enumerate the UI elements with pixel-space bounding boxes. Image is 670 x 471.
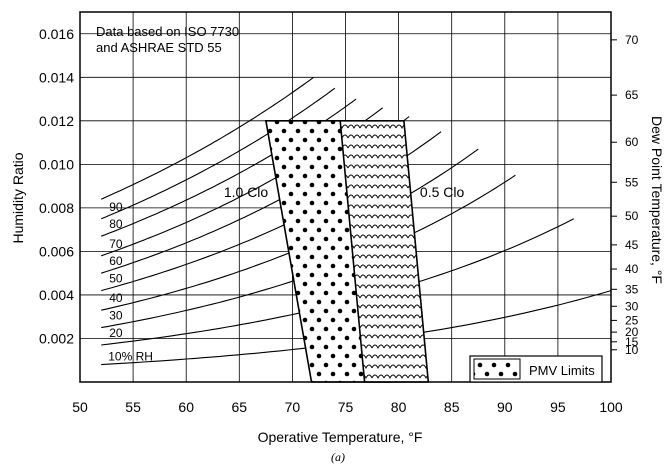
y2-tick-label-6: 40 xyxy=(625,262,639,276)
x-tick-label-6: 80 xyxy=(391,399,407,415)
zone-label-0-5-clo: 0.5 Clo xyxy=(420,184,465,200)
x-tick-label-8: 90 xyxy=(497,399,513,415)
x-tick-label-0: 50 xyxy=(72,399,88,415)
y-tick-label-4: 0.010 xyxy=(39,156,74,172)
x-tick-label-1: 55 xyxy=(125,399,141,415)
y2-tick-label-8: 50 xyxy=(625,209,639,223)
y2-tick-label-10: 60 xyxy=(625,135,639,149)
rh-label-1: 20 xyxy=(109,326,123,340)
y-axis-title: Humidity Ratio xyxy=(10,152,26,243)
rh-label-0: 10% RH xyxy=(108,350,153,364)
y-tick-label-2: 0.006 xyxy=(39,243,74,259)
rh-label-8: 90 xyxy=(109,200,123,214)
y-tick-label-1: 0.004 xyxy=(39,287,74,303)
x-tick-label-7: 85 xyxy=(444,399,460,415)
y-tick-label-3: 0.008 xyxy=(39,200,74,216)
y-tick-label-6: 0.014 xyxy=(39,69,74,85)
note-line-2: and ASHRAE STD 55 xyxy=(96,40,222,55)
legend-label: PMV Limits xyxy=(529,363,595,378)
rh-curve-9 xyxy=(100,76,314,200)
x-tick-label-2: 60 xyxy=(178,399,194,415)
panel-label: (a) xyxy=(331,450,345,464)
x-axis-title: Operative Temperature, °F xyxy=(258,429,423,445)
y-tick-label-0: 0.002 xyxy=(39,330,74,346)
y2-tick-label-7: 45 xyxy=(625,238,639,252)
rh-label-3: 40 xyxy=(109,291,123,305)
y2-tick-label-4: 30 xyxy=(625,299,639,313)
x-tick-label-5: 75 xyxy=(338,399,354,415)
y2-tick-label-1: 15 xyxy=(625,335,639,349)
y2-tick-label-2: 20 xyxy=(625,325,639,339)
comfort-zones xyxy=(264,120,430,383)
y-tick-label-5: 0.012 xyxy=(39,113,74,129)
y2-tick-label-12: 70 xyxy=(625,33,639,47)
y-tick-labels: 0.002 0.004 0.006 0.008 0.010 0.012 0.014 0.016 xyxy=(39,26,74,347)
rh-label-2: 30 xyxy=(109,309,123,323)
x-tick-label-4: 70 xyxy=(285,399,301,415)
rh-labels: 10% RH 20 30 40 50 60 70 80 90 xyxy=(108,200,153,364)
x-tick-labels: 50 55 60 65 70 75 80 85 90 95 100 xyxy=(72,399,623,415)
zone-label-1-clo: 1.0 Clo xyxy=(224,184,269,200)
plot-frame xyxy=(79,11,612,383)
rh-label-5: 60 xyxy=(109,254,123,268)
y-tick-label-7: 0.016 xyxy=(39,26,74,42)
y2-tick-label-9: 55 xyxy=(625,175,639,189)
x-tick-label-9: 95 xyxy=(550,399,566,415)
legend-swatch xyxy=(473,358,521,380)
rh-label-4: 50 xyxy=(109,272,123,286)
y2-tick-label-5: 35 xyxy=(625,282,639,296)
legend: PMV Limits xyxy=(469,355,603,383)
y2-tick-label-3: 25 xyxy=(625,313,639,327)
rh-label-7: 80 xyxy=(109,217,123,231)
y2-tick-label-0: 10 xyxy=(625,343,639,357)
y2-axis-title: Dew Point Temperature, °F xyxy=(649,116,665,284)
rh-label-6: 70 xyxy=(109,237,123,251)
x-tick-label-10: 100 xyxy=(599,399,623,415)
y2-tick-label-11: 65 xyxy=(625,88,639,102)
note-line-1: Data based on ISO 7730 xyxy=(96,24,239,39)
rh-curve-8 xyxy=(100,87,336,220)
x-tick-label-3: 65 xyxy=(232,399,248,415)
